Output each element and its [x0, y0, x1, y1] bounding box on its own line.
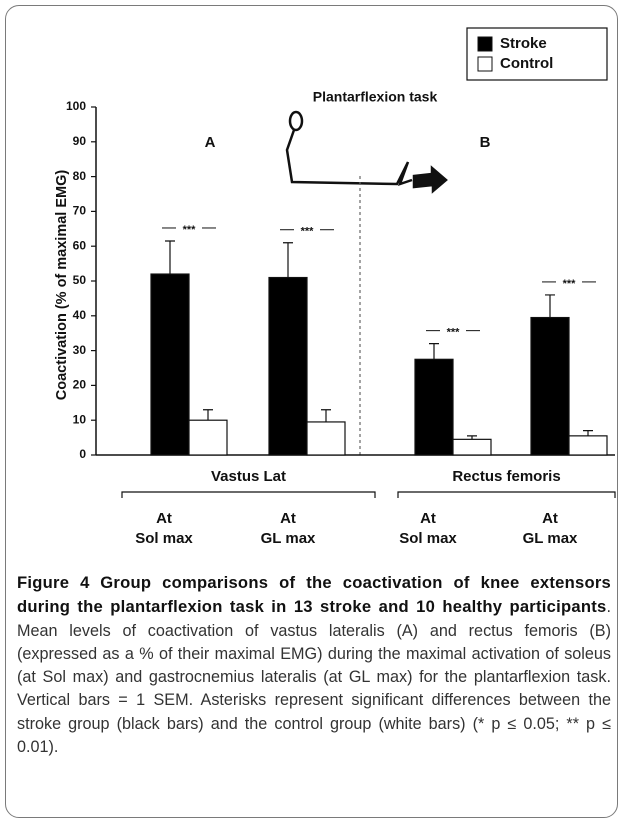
- error-bar: [203, 410, 213, 420]
- x-tick-label: At: [542, 510, 558, 527]
- bar: [307, 422, 345, 455]
- bar: [453, 439, 491, 455]
- chart: Plantarflexion task 0 10 20 30 40 50 60 70 80 90 1…: [0, 0, 627, 570]
- legend-label: Stroke: [500, 35, 547, 52]
- legend-swatch: [478, 57, 492, 71]
- caption-text: . Mean levels of coactivation of vastus …: [17, 598, 611, 756]
- y-tick-label: 0: [79, 447, 86, 461]
- bar: [569, 436, 607, 455]
- x-tick-label: Sol max: [399, 530, 457, 547]
- bar: [531, 318, 569, 455]
- significance-label: ***: [183, 224, 197, 236]
- bar: [151, 274, 189, 455]
- y-tick-label: 90: [73, 134, 87, 148]
- error-bar: [583, 431, 593, 436]
- caption-title: Group comparisons of the coactivation of…: [17, 573, 611, 616]
- x-tick-label: GL max: [261, 530, 316, 547]
- x-tick-label: At: [156, 510, 172, 527]
- significance-label: ***: [563, 278, 577, 290]
- x-tick-label: Sol max: [135, 530, 193, 547]
- significance-label: ***: [301, 226, 315, 238]
- caption-label: Figure 4: [17, 573, 90, 592]
- group-bracket: [122, 492, 375, 498]
- caption: Figure 4 Group comparisons of the coacti…: [17, 571, 611, 759]
- y-tick-label: 60: [73, 238, 87, 252]
- legend-label: Control: [500, 55, 553, 72]
- error-bar: [321, 410, 331, 422]
- y-tick-label: 40: [73, 308, 87, 322]
- group-bracket: [398, 492, 615, 498]
- bar: [269, 278, 307, 455]
- x-tick-label: At: [280, 510, 296, 527]
- error-bar: [165, 241, 175, 274]
- error-bar: [429, 344, 439, 360]
- panel-label: A: [205, 134, 216, 151]
- y-tick-label: 100: [66, 99, 86, 113]
- y-tick-label: 10: [73, 412, 87, 426]
- y-axis-title: Coactivation (% of maximal EMG): [54, 170, 70, 401]
- significance-label: ***: [447, 327, 461, 339]
- bar: [189, 420, 227, 455]
- y-tick-label: 30: [73, 343, 87, 357]
- annotation: Plantarflexion task: [313, 89, 438, 105]
- error-bar: [283, 243, 293, 278]
- page: {"chart_data": {"type": "bar", "y_label"…: [0, 0, 627, 824]
- plantarflexion-icon: [287, 112, 446, 191]
- group-label: Vastus Lat: [211, 468, 286, 485]
- error-bar: [545, 295, 555, 318]
- bar: [415, 359, 453, 455]
- group-label: Rectus femoris: [452, 468, 560, 485]
- y-tick-label: 70: [73, 204, 87, 218]
- y-tick-label: 80: [73, 169, 87, 183]
- y-tick-label: 20: [73, 378, 87, 392]
- legend-swatch: [478, 37, 492, 51]
- panel-label: B: [480, 134, 491, 151]
- y-tick-label: 50: [73, 273, 87, 287]
- x-tick-label: At: [420, 510, 436, 527]
- x-tick-label: GL max: [523, 530, 578, 547]
